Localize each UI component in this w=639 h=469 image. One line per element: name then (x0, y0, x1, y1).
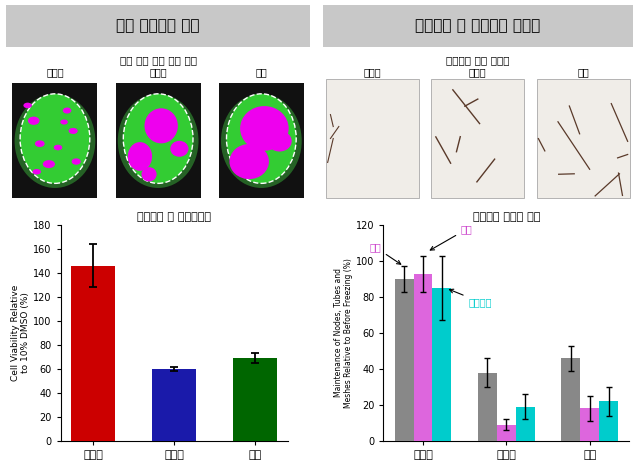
Bar (12, 83, 97, 198)
Bar (478, 372, 497, 441)
Ellipse shape (170, 141, 189, 157)
Bar (537, 79, 629, 198)
Text: 세포 동결보호 성능: 세포 동결보호 성능 (116, 18, 200, 33)
Bar (599, 401, 619, 441)
Ellipse shape (43, 160, 55, 168)
Bar (326, 79, 419, 198)
Text: 분지형: 분지형 (469, 68, 486, 77)
Ellipse shape (24, 103, 32, 108)
Text: 선형: 선형 (256, 68, 267, 77)
Ellipse shape (54, 145, 62, 150)
Title: 세포기능 복원율 비교: 세포기능 복원율 비교 (473, 212, 540, 221)
Ellipse shape (33, 169, 41, 174)
Ellipse shape (28, 117, 40, 125)
Ellipse shape (60, 120, 68, 125)
Text: 세포 내부 얼음 크기 비교: 세포 내부 얼음 크기 비교 (119, 55, 197, 65)
Text: 수지형: 수지형 (46, 68, 64, 77)
Ellipse shape (267, 131, 291, 151)
Ellipse shape (229, 144, 269, 179)
Ellipse shape (15, 94, 95, 188)
Ellipse shape (63, 107, 72, 113)
Bar (497, 425, 516, 441)
Bar (71, 266, 116, 441)
Bar (433, 288, 451, 441)
Bar (562, 358, 580, 441)
Bar (116, 83, 201, 198)
Ellipse shape (128, 142, 152, 171)
Text: 네트워크 형성 이미지: 네트워크 형성 이미지 (446, 55, 509, 65)
Bar (152, 369, 196, 441)
Text: 노드: 노드 (369, 242, 401, 264)
Ellipse shape (221, 94, 302, 188)
Ellipse shape (226, 94, 296, 183)
Y-axis label: Maintenance of Nodes, Tubes and
Meshes Relative to Before Freezing (%): Maintenance of Nodes, Tubes and Meshes R… (334, 258, 353, 408)
Text: 분지형: 분지형 (150, 68, 167, 77)
Ellipse shape (118, 94, 199, 188)
Text: 선형: 선형 (577, 68, 589, 77)
Bar (516, 407, 535, 441)
Ellipse shape (68, 128, 78, 134)
Title: 동결보존 후 세포생존율: 동결보존 후 세포생존율 (137, 212, 211, 221)
Ellipse shape (20, 94, 90, 183)
Bar (233, 358, 277, 441)
Text: 네트워크: 네트워크 (449, 289, 492, 307)
Y-axis label: Cell Viability Relative
to 10% DMSO (%): Cell Viability Relative to 10% DMSO (%) (11, 285, 31, 381)
Text: 동결보존 후 세포기능 복원능: 동결보존 후 세포기능 복원능 (415, 18, 541, 33)
Bar (431, 79, 524, 198)
Text: 수지형: 수지형 (364, 68, 381, 77)
Bar (394, 279, 413, 441)
Ellipse shape (35, 140, 45, 147)
Bar (580, 408, 599, 441)
Ellipse shape (141, 167, 157, 182)
Text: 튜브: 튜브 (430, 224, 473, 250)
Ellipse shape (144, 108, 178, 144)
Ellipse shape (240, 106, 289, 151)
Bar (219, 83, 304, 198)
Bar (413, 274, 433, 441)
Ellipse shape (72, 159, 81, 165)
Ellipse shape (123, 94, 193, 183)
